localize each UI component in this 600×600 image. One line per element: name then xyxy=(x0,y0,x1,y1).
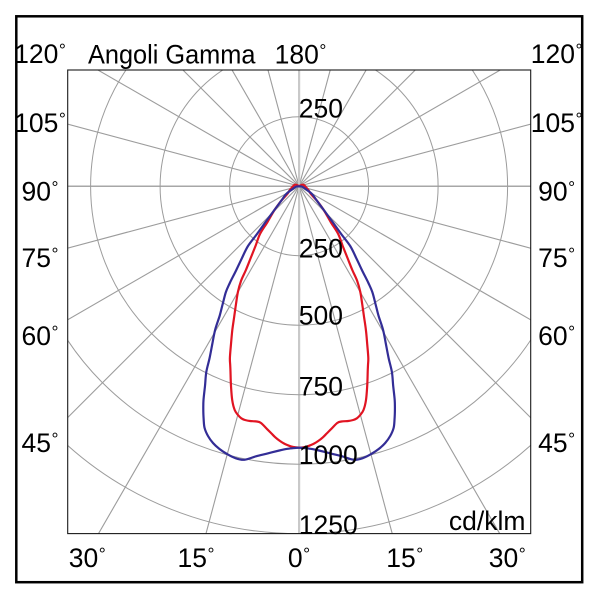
svg-text:120°: 120° xyxy=(531,39,583,69)
svg-text:1000: 1000 xyxy=(299,440,358,470)
svg-text:Angoli Gamma: Angoli Gamma xyxy=(88,41,256,70)
svg-text:120°: 120° xyxy=(14,39,66,69)
svg-text:750: 750 xyxy=(299,371,343,401)
svg-text:105°: 105° xyxy=(14,108,66,138)
svg-text:250: 250 xyxy=(299,234,343,264)
svg-text:500: 500 xyxy=(299,301,343,331)
svg-text:250: 250 xyxy=(299,94,343,124)
svg-text:180°: 180° xyxy=(275,40,327,70)
svg-text:cd/klm: cd/klm xyxy=(449,506,526,536)
svg-text:105°: 105° xyxy=(531,108,583,138)
svg-text:1250: 1250 xyxy=(299,510,358,540)
